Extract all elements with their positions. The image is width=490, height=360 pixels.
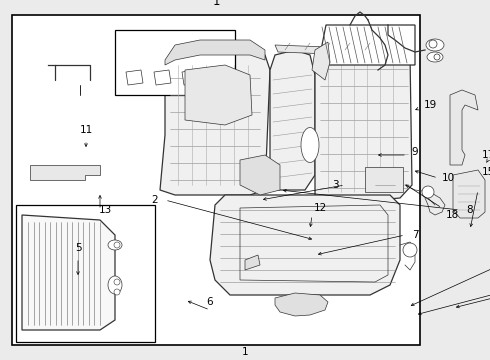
- Text: 12: 12: [314, 203, 327, 213]
- Ellipse shape: [427, 52, 443, 62]
- Polygon shape: [275, 293, 328, 316]
- Text: 1: 1: [212, 0, 220, 8]
- Circle shape: [429, 40, 437, 48]
- Text: 8: 8: [466, 205, 473, 215]
- Text: 1: 1: [242, 347, 248, 357]
- Polygon shape: [126, 70, 143, 85]
- Ellipse shape: [426, 39, 444, 51]
- Bar: [115, 30, 235, 95]
- Polygon shape: [318, 25, 415, 65]
- Polygon shape: [315, 38, 412, 202]
- Text: 7: 7: [412, 230, 418, 240]
- Polygon shape: [210, 195, 400, 295]
- Text: 13: 13: [98, 205, 112, 215]
- Text: 17: 17: [481, 150, 490, 160]
- Polygon shape: [154, 70, 171, 85]
- Text: 6: 6: [207, 297, 213, 307]
- Text: 2: 2: [152, 195, 158, 205]
- Polygon shape: [275, 45, 408, 57]
- Bar: [12, 15, 420, 345]
- Circle shape: [114, 279, 120, 285]
- Polygon shape: [453, 170, 485, 218]
- Ellipse shape: [301, 127, 319, 162]
- Circle shape: [422, 186, 434, 198]
- Polygon shape: [245, 255, 260, 270]
- Polygon shape: [185, 65, 252, 125]
- Circle shape: [114, 242, 120, 248]
- Polygon shape: [30, 165, 100, 180]
- Polygon shape: [318, 38, 410, 65]
- Text: 5: 5: [74, 243, 81, 253]
- Circle shape: [114, 289, 120, 295]
- Circle shape: [403, 243, 417, 257]
- Polygon shape: [270, 50, 315, 190]
- Polygon shape: [165, 40, 265, 65]
- Polygon shape: [450, 90, 478, 165]
- Polygon shape: [182, 70, 199, 85]
- Bar: [16, 205, 155, 342]
- Ellipse shape: [108, 240, 122, 250]
- Polygon shape: [312, 42, 330, 80]
- Text: 10: 10: [441, 173, 455, 183]
- Circle shape: [434, 54, 440, 60]
- Text: 18: 18: [445, 210, 459, 220]
- Bar: [365, 167, 403, 192]
- Polygon shape: [160, 45, 270, 195]
- Text: 3: 3: [332, 180, 338, 190]
- Ellipse shape: [108, 276, 122, 294]
- Text: 9: 9: [412, 147, 418, 157]
- Text: 19: 19: [423, 100, 437, 110]
- Text: 15: 15: [481, 167, 490, 177]
- Text: 11: 11: [79, 125, 93, 135]
- Polygon shape: [22, 215, 115, 330]
- Polygon shape: [240, 155, 280, 195]
